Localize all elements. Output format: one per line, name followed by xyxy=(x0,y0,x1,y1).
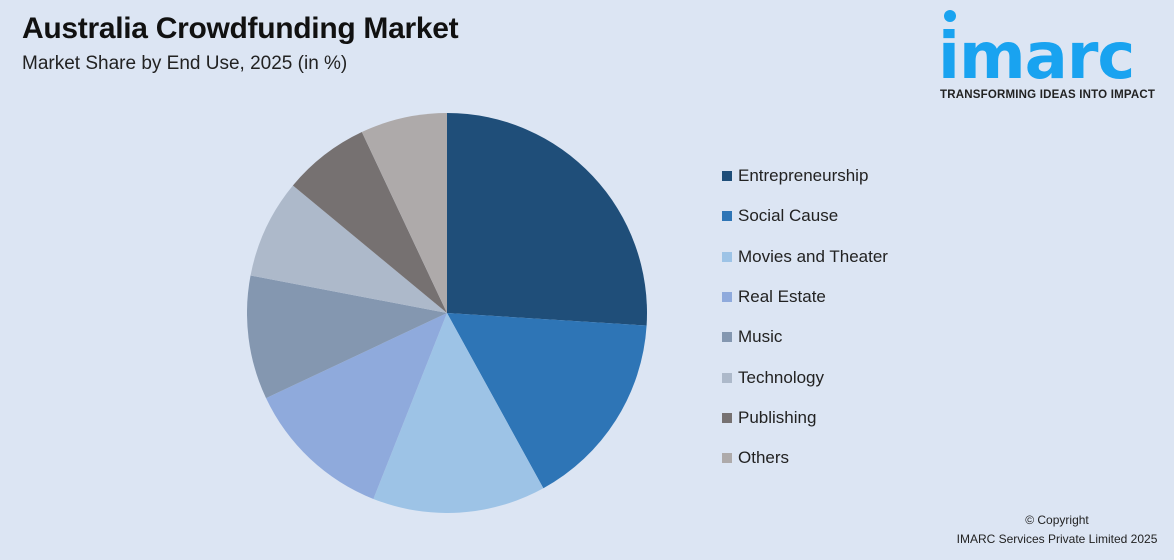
pie-chart xyxy=(247,113,647,513)
chart-title: Australia Crowdfunding Market xyxy=(22,12,459,45)
copyright-notice: © Copyright IMARC Services Private Limit… xyxy=(940,511,1174,549)
pie-slice-technology xyxy=(250,185,447,313)
legend-swatch-icon xyxy=(722,251,732,262)
legend-item: Real Estate xyxy=(722,277,888,317)
copyright-company: IMARC Services Private Limited 2025 xyxy=(956,532,1158,546)
pie-slice-movies-and-theater xyxy=(373,313,544,513)
pie-slice-publishing xyxy=(292,132,447,313)
legend-label: Social Cause xyxy=(738,206,839,226)
legend-swatch-icon xyxy=(722,171,732,182)
pie-slice-music xyxy=(247,275,447,399)
legend-label: Movies and Theater xyxy=(738,246,888,266)
pie-slice-entrepreneurship xyxy=(447,113,647,326)
legend-item: Entrepreneurship xyxy=(722,156,888,196)
legend-label: Music xyxy=(738,327,783,347)
legend-item: Publishing xyxy=(722,398,888,438)
legend-item: Movies and Theater xyxy=(722,237,888,277)
pie-slice-others xyxy=(361,113,447,313)
legend-label: Publishing xyxy=(738,407,817,427)
legend-item: Technology xyxy=(722,357,888,397)
copyright-line: © Copyright xyxy=(1025,513,1089,527)
logo-tagline: TRANSFORMING IDEAS INTO IMPACT xyxy=(940,89,1156,101)
legend-swatch-icon xyxy=(722,292,732,303)
legend-swatch-icon xyxy=(722,211,732,222)
pie-slice-real-estate xyxy=(266,313,447,499)
legend-swatch-icon xyxy=(722,412,732,423)
legend-item: Social Cause xyxy=(722,196,888,236)
legend-label: Others xyxy=(738,448,790,468)
legend-item: Others xyxy=(722,438,888,478)
chart-legend: Entrepreneurship Social Cause Movies and T… xyxy=(722,156,888,478)
pie-slice-social-cause xyxy=(447,313,647,489)
legend-label: Entrepreneurship xyxy=(738,166,869,186)
legend-label: Technology xyxy=(738,367,825,387)
logo-dot-icon xyxy=(944,10,956,22)
legend-swatch-icon xyxy=(722,372,732,383)
imarc-logo: imarc TRANSFORMING IDEAS INTO IMPACT xyxy=(936,6,1166,106)
legend-label: Real Estate xyxy=(738,287,826,307)
legend-swatch-icon xyxy=(722,332,732,343)
legend-swatch-icon xyxy=(722,453,732,464)
legend-item: Music xyxy=(722,317,888,357)
chart-subtitle: Market Share by End Use, 2025 (in %) xyxy=(22,53,348,74)
logo-wordmark: imarc xyxy=(938,20,1135,94)
